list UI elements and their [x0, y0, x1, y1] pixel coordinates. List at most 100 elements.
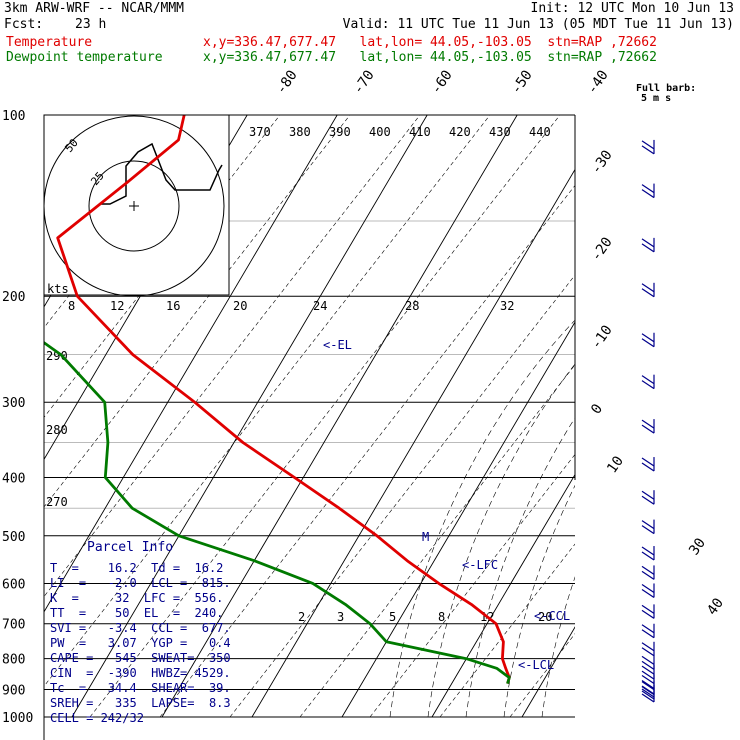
wind-barb-flag — [641, 565, 655, 575]
wind-barb-flag — [641, 189, 655, 199]
m-label: M — [422, 530, 430, 544]
wind-barb — [641, 374, 655, 390]
moist-adiabat — [427, 363, 575, 718]
theta-label: 440 — [529, 125, 551, 139]
mixing-ratio-label: 24 — [313, 299, 327, 313]
parcel-row: PW = 3.07 YGP = 0.4 — [50, 636, 231, 650]
parcel-row: CIN = -390 HWBZ= 4529. — [50, 666, 231, 680]
pressure-tick-label: 100 — [2, 109, 25, 124]
mixing-ratio-label: 28 — [405, 299, 419, 313]
wind-barb-flag — [641, 647, 655, 657]
barb-units: 5 m s — [641, 93, 672, 104]
moist-adiabat — [503, 485, 575, 718]
lfc-label: <-LFC — [462, 558, 499, 572]
mixing-ratio-low-label: 2 — [298, 610, 305, 624]
wind-barb — [641, 604, 655, 619]
valid-time: Valid: 11 UTC Tue 11 Jun 13 (05 MDT Tue … — [342, 17, 734, 32]
wind-barb-flag — [641, 588, 655, 598]
isotherm-label: 0 — [588, 401, 606, 417]
wind-barb — [641, 687, 655, 703]
fcst-hours: 23 h — [75, 17, 107, 32]
dry-adiabat — [650, 115, 740, 717]
wind-barb-flag — [641, 629, 655, 639]
dry-adiabat — [89, 115, 561, 718]
wind-barb-flag — [641, 642, 655, 652]
wind-barb-flag — [641, 665, 655, 675]
wind-barb-flag — [641, 424, 655, 434]
mixing-ratio-label: 12 — [110, 299, 124, 313]
wind-barb-flag — [641, 675, 655, 685]
moist-adiabat — [389, 319, 575, 718]
moist-adiabat — [541, 576, 575, 718]
pressure-tick-label: 700 — [2, 618, 25, 633]
isotherm-label: 30 — [686, 535, 709, 558]
dry-adiabat — [44, 115, 421, 598]
wind-barb — [641, 237, 655, 253]
wind-barb-flag — [641, 419, 655, 429]
isotherm-line — [161, 115, 518, 718]
parcel-row: T = 16.2 Td = 16.2 — [50, 561, 224, 575]
isotherm-label: -60 — [428, 67, 456, 97]
wind-barb-flag — [641, 283, 655, 293]
hodograph-units: kts — [47, 282, 69, 296]
wind-barb — [641, 546, 655, 561]
dry-adiabat — [369, 453, 575, 718]
mixing-ratio-label: 16 — [166, 299, 180, 313]
dry-adiabat — [439, 543, 575, 718]
parcel-row: LI = -2.0 LCL = 815. — [50, 576, 231, 590]
pressure-tick-label: 400 — [2, 471, 25, 486]
theta-side-label: 270 — [46, 495, 68, 509]
wind-barb — [641, 641, 655, 657]
wind-barb-flag — [641, 546, 655, 556]
moist-adiabat — [465, 417, 575, 718]
lcl-label: <-LCL — [518, 658, 555, 672]
el-label: <-EL — [323, 338, 352, 352]
mixing-ratio-low-label: 20 — [538, 610, 552, 624]
isotherm-label: 40 — [704, 595, 727, 618]
isotherm-line — [71, 115, 428, 718]
wind-barb — [641, 583, 655, 598]
isotherm-line — [341, 321, 575, 718]
pressure-tick-label: 500 — [2, 530, 25, 545]
hodograph-frame — [43, 114, 230, 296]
wind-barb-flag — [641, 140, 655, 150]
wind-barb-flag — [641, 570, 655, 580]
mixing-ratio-low-label: 5 — [389, 610, 396, 624]
mixing-ratio-label: 32 — [500, 299, 514, 313]
legend-dewpoint: Dewpoint temperature — [6, 50, 163, 65]
wind-barb — [641, 419, 655, 434]
parcel-row: K = 32 LFC = 556. — [50, 591, 224, 605]
wind-barb-flag — [641, 333, 655, 343]
wind-barb-flag — [641, 693, 655, 703]
mixing-ratio-label: 20 — [233, 299, 247, 313]
wind-barb-flag — [641, 145, 655, 155]
wind-barb-flag — [641, 462, 655, 472]
pressure-tick-label: 800 — [2, 653, 25, 668]
wind-barb-flag — [641, 338, 655, 348]
theta-label: 420 — [449, 125, 471, 139]
wind-barb-flag — [641, 685, 655, 695]
hodograph-ring-25 — [88, 160, 180, 252]
wind-barb-flag — [641, 380, 655, 390]
mixing-ratio-label: 8 — [68, 299, 75, 313]
theta-side-label: 290 — [46, 349, 68, 363]
wind-barb-flag — [641, 551, 655, 561]
isotherm-line — [702, 115, 740, 717]
wind-barb-flag — [641, 243, 655, 253]
pressure-tick-label: 900 — [2, 683, 25, 698]
fcst-label: Fcst: — [4, 17, 44, 32]
wind-barb — [641, 565, 655, 580]
wind-barb-flag — [641, 624, 655, 634]
barb-note: Full barb: — [636, 83, 697, 94]
isotherm-label: 10 — [604, 453, 627, 476]
isotherm-label: -80 — [273, 67, 301, 97]
theta-label: 410 — [409, 125, 431, 139]
hodograph-trace — [100, 142, 223, 205]
isotherm-label: -50 — [508, 67, 536, 97]
wind-barb-flag — [641, 520, 655, 530]
ccl-label: <-CCL — [534, 609, 571, 623]
wind-barb-flag — [641, 609, 655, 619]
isotherm-label: -40 — [584, 67, 612, 97]
pressure-tick-label: 200 — [2, 290, 25, 305]
dewpoint-line — [44, 340, 511, 685]
